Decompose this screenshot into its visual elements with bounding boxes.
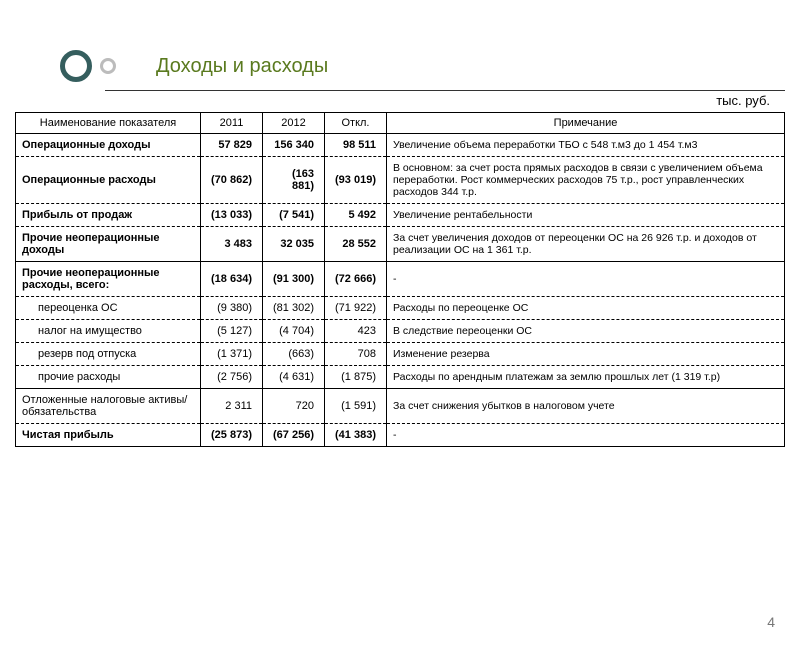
cell-name: Операционные расходы [16, 157, 201, 204]
cell-delta: (72 666) [325, 262, 387, 297]
cell-y2012: 156 340 [263, 134, 325, 157]
cell-delta: (71 922) [325, 297, 387, 320]
cell-note: За счет увеличения доходов от переоценки… [387, 227, 785, 262]
cell-note: В следствие переоценки ОС [387, 320, 785, 343]
financial-table: Наименование показателя 2011 2012 Откл. … [15, 112, 785, 447]
cell-delta: (93 019) [325, 157, 387, 204]
cell-name: Прибыль от продаж [16, 204, 201, 227]
col-header-delta: Откл. [325, 113, 387, 134]
col-header-note: Примечание [387, 113, 785, 134]
cell-name: прочие расходы [16, 366, 201, 389]
cell-name: Чистая прибыль [16, 424, 201, 447]
table-header-row: Наименование показателя 2011 2012 Откл. … [16, 113, 785, 134]
bullet-large-icon [60, 50, 92, 82]
cell-y2011: (1 371) [201, 343, 263, 366]
cell-delta: (1 875) [325, 366, 387, 389]
cell-note: - [387, 424, 785, 447]
cell-name: резерв под отпуска [16, 343, 201, 366]
cell-y2012: (4 631) [263, 366, 325, 389]
table-row: переоценка ОС(9 380)(81 302)(71 922)Расх… [16, 297, 785, 320]
financial-table-wrapper: Наименование показателя 2011 2012 Откл. … [15, 112, 785, 447]
cell-delta: 28 552 [325, 227, 387, 262]
page-number: 4 [767, 614, 775, 630]
cell-note: Расходы по арендным платежам за землю пр… [387, 366, 785, 389]
cell-name: Отложенные налоговые активы/обязательств… [16, 389, 201, 424]
title-underline [105, 90, 785, 91]
cell-y2012: (91 300) [263, 262, 325, 297]
cell-note: Расходы по переоценке ОС [387, 297, 785, 320]
cell-y2012: 720 [263, 389, 325, 424]
unit-label: тыс. руб. [0, 93, 770, 108]
slide-header: Доходы и расходы [60, 50, 800, 82]
cell-y2011: 57 829 [201, 134, 263, 157]
cell-note: - [387, 262, 785, 297]
col-header-2011: 2011 [201, 113, 263, 134]
cell-delta: 98 511 [325, 134, 387, 157]
cell-y2012: (67 256) [263, 424, 325, 447]
table-row: Чистая прибыль(25 873)(67 256)(41 383)- [16, 424, 785, 447]
cell-name: Прочие неоперационные доходы [16, 227, 201, 262]
cell-y2011: (18 634) [201, 262, 263, 297]
cell-y2011: (70 862) [201, 157, 263, 204]
cell-delta: 5 492 [325, 204, 387, 227]
table-row: Прочие неоперационные доходы3 48332 0352… [16, 227, 785, 262]
table-row: налог на имущество(5 127)(4 704)423В сле… [16, 320, 785, 343]
cell-note: За счет снижения убытков в налоговом уче… [387, 389, 785, 424]
cell-y2012: (7 541) [263, 204, 325, 227]
cell-name: Операционные доходы [16, 134, 201, 157]
table-row: Прибыль от продаж(13 033)(7 541)5 492Уве… [16, 204, 785, 227]
cell-y2012: (4 704) [263, 320, 325, 343]
cell-name: налог на имущество [16, 320, 201, 343]
cell-y2011: 3 483 [201, 227, 263, 262]
cell-note: Изменение резерва [387, 343, 785, 366]
table-row: Операционные расходы(70 862)(163 881)(93… [16, 157, 785, 204]
slide-title: Доходы и расходы [156, 55, 328, 78]
cell-delta: 423 [325, 320, 387, 343]
cell-note: Увеличение объема переработки ТБО с 548 … [387, 134, 785, 157]
table-row: Отложенные налоговые активы/обязательств… [16, 389, 785, 424]
cell-y2011: 2 311 [201, 389, 263, 424]
cell-y2012: 32 035 [263, 227, 325, 262]
cell-y2012: (163 881) [263, 157, 325, 204]
cell-y2011: (5 127) [201, 320, 263, 343]
table-row: Операционные доходы57 829156 34098 511Ув… [16, 134, 785, 157]
table-row: резерв под отпуска(1 371)(663)708Изменен… [16, 343, 785, 366]
cell-delta: (1 591) [325, 389, 387, 424]
cell-delta: (41 383) [325, 424, 387, 447]
cell-y2012: (663) [263, 343, 325, 366]
cell-y2011: (13 033) [201, 204, 263, 227]
col-header-name: Наименование показателя [16, 113, 201, 134]
bullet-small-icon [100, 58, 116, 74]
cell-note: Увеличение рентабельности [387, 204, 785, 227]
table-row: Прочие неоперационные расходы, всего:(18… [16, 262, 785, 297]
cell-y2011: (2 756) [201, 366, 263, 389]
col-header-2012: 2012 [263, 113, 325, 134]
cell-delta: 708 [325, 343, 387, 366]
cell-y2011: (25 873) [201, 424, 263, 447]
table-row: прочие расходы(2 756)(4 631)(1 875)Расхо… [16, 366, 785, 389]
cell-name: Прочие неоперационные расходы, всего: [16, 262, 201, 297]
cell-name: переоценка ОС [16, 297, 201, 320]
cell-y2012: (81 302) [263, 297, 325, 320]
cell-note: В основном: за счет роста прямых расходо… [387, 157, 785, 204]
cell-y2011: (9 380) [201, 297, 263, 320]
